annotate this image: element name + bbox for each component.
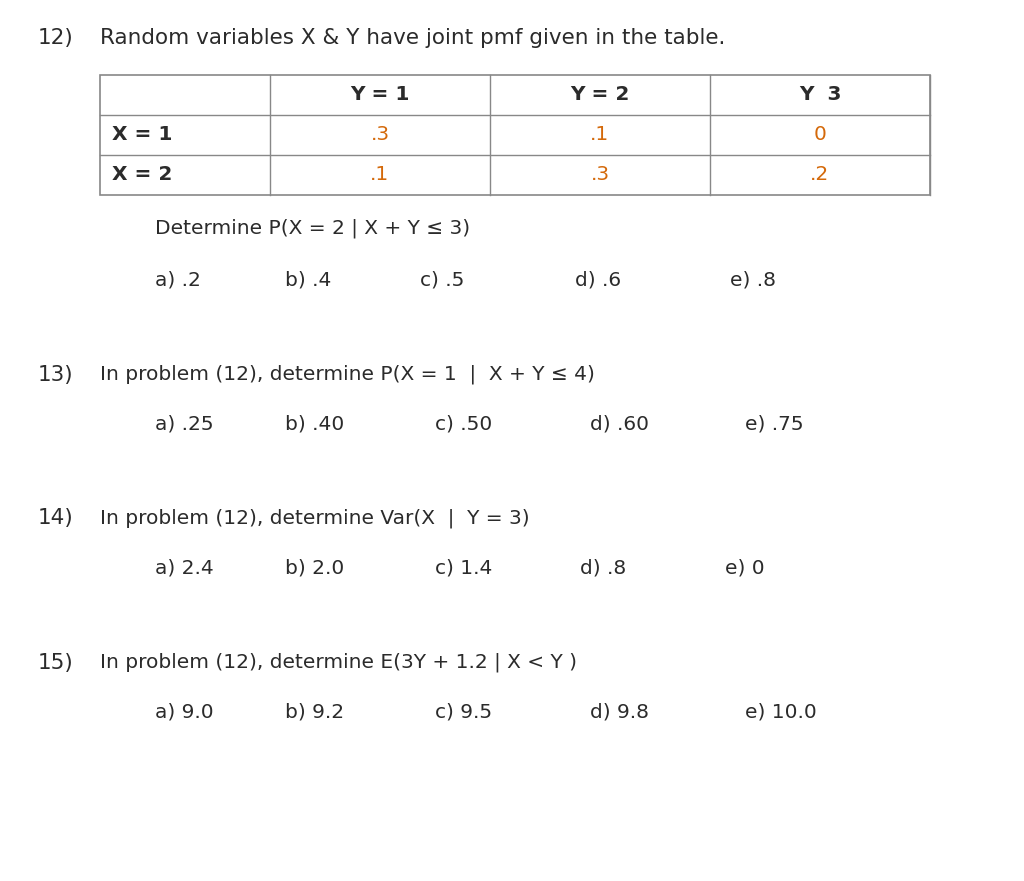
Text: d) .8: d) .8 xyxy=(580,558,627,577)
Text: e) 10.0: e) 10.0 xyxy=(745,703,817,722)
Text: d) .6: d) .6 xyxy=(575,270,622,289)
Text: e) 0: e) 0 xyxy=(725,558,765,577)
Text: c) .50: c) .50 xyxy=(435,415,493,434)
Text: b) 2.0: b) 2.0 xyxy=(285,558,344,577)
Text: In problem (12), determine Var(X  |  Y = 3): In problem (12), determine Var(X | Y = 3… xyxy=(100,508,529,528)
Text: b) .40: b) .40 xyxy=(285,415,344,434)
Text: Random variables X & Y have joint pmf given in the table.: Random variables X & Y have joint pmf gi… xyxy=(100,28,725,48)
Text: 14): 14) xyxy=(38,508,74,528)
Text: Y = 2: Y = 2 xyxy=(570,85,630,105)
Text: a) 9.0: a) 9.0 xyxy=(155,703,214,722)
Text: In problem (12), determine P(X = 1  |  X + Y ≤ 4): In problem (12), determine P(X = 1 | X +… xyxy=(100,365,595,384)
Text: b) 9.2: b) 9.2 xyxy=(285,703,344,722)
Text: .3: .3 xyxy=(371,125,389,144)
Text: 0: 0 xyxy=(813,125,826,144)
Text: e) .75: e) .75 xyxy=(745,415,804,434)
Text: .3: .3 xyxy=(591,166,609,184)
Text: Determine P(X = 2 | X + Y ≤ 3): Determine P(X = 2 | X + Y ≤ 3) xyxy=(155,218,470,238)
Text: a) 2.4: a) 2.4 xyxy=(155,558,214,577)
Text: d) .60: d) .60 xyxy=(590,415,649,434)
Text: Y  3: Y 3 xyxy=(799,85,842,105)
Text: .1: .1 xyxy=(591,125,609,144)
Text: a) .2: a) .2 xyxy=(155,270,201,289)
Text: 13): 13) xyxy=(38,365,74,385)
Text: X = 1: X = 1 xyxy=(112,125,172,144)
Text: c) 1.4: c) 1.4 xyxy=(435,558,493,577)
Text: .1: .1 xyxy=(371,166,389,184)
Text: c) .5: c) .5 xyxy=(420,270,464,289)
Text: c) 9.5: c) 9.5 xyxy=(435,703,493,722)
Text: b) .4: b) .4 xyxy=(285,270,332,289)
Text: In problem (12), determine E(3Y + 1.2 | X < Y ): In problem (12), determine E(3Y + 1.2 | … xyxy=(100,653,577,672)
Text: a) .25: a) .25 xyxy=(155,415,214,434)
Bar xyxy=(100,75,930,195)
Text: X = 2: X = 2 xyxy=(112,166,172,184)
Text: e) .8: e) .8 xyxy=(730,270,776,289)
Text: d) 9.8: d) 9.8 xyxy=(590,703,649,722)
Text: 15): 15) xyxy=(38,653,74,673)
Text: Y = 1: Y = 1 xyxy=(350,85,410,105)
Text: .2: .2 xyxy=(810,166,829,184)
Text: 12): 12) xyxy=(38,28,74,48)
